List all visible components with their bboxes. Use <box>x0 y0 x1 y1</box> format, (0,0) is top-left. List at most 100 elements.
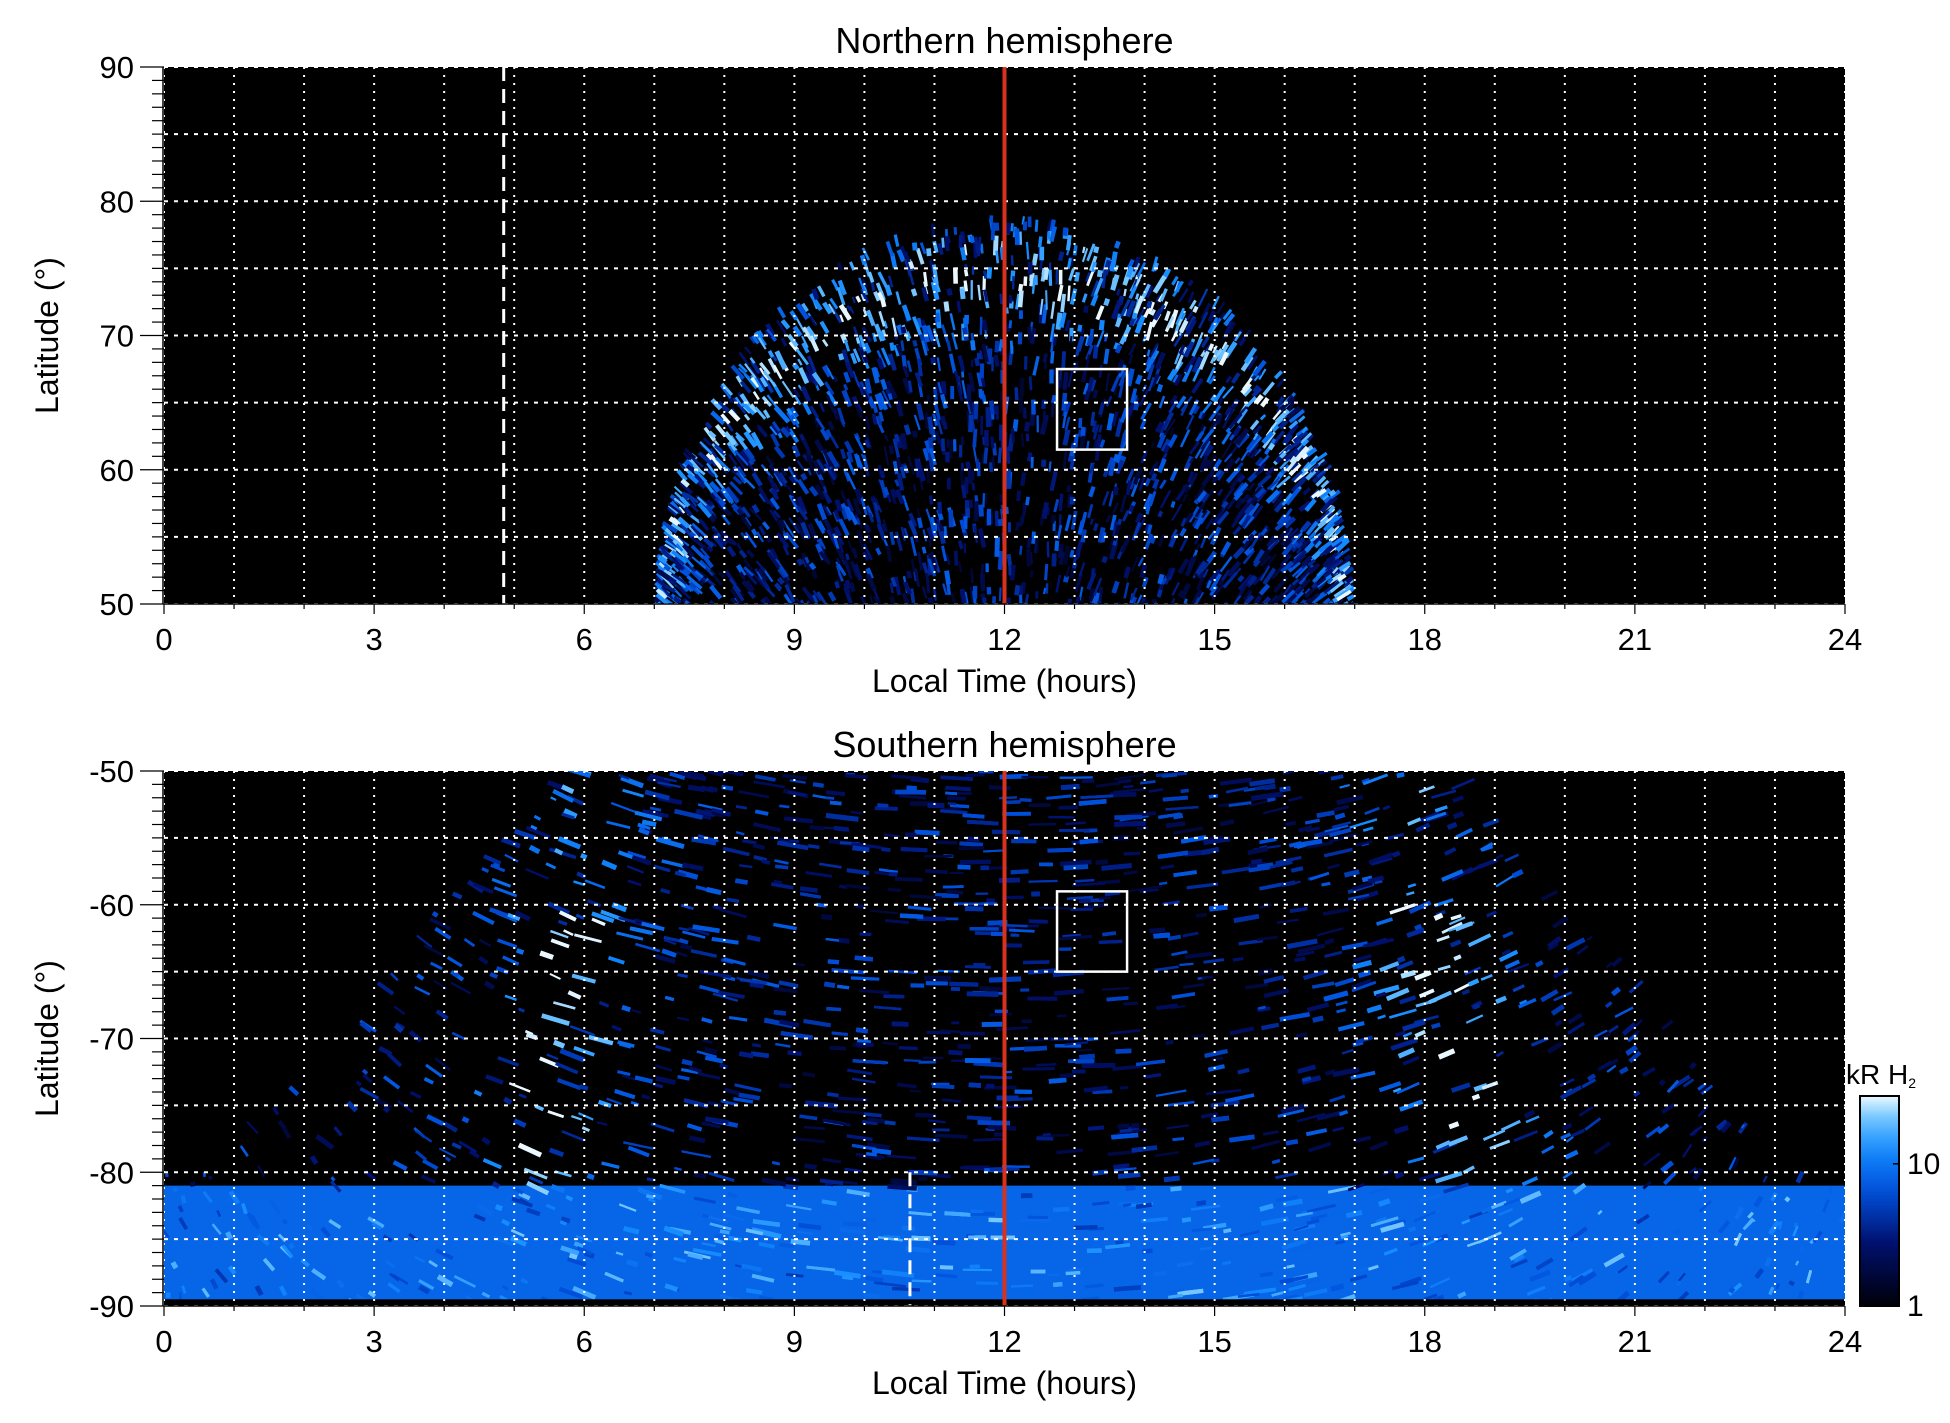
emission-streak <box>928 1173 951 1179</box>
emission-streak <box>940 381 947 396</box>
emission-streak <box>1247 574 1258 586</box>
emission-streak <box>429 917 452 931</box>
emission-streak <box>908 512 918 528</box>
emission-streak <box>741 401 756 416</box>
emission-streak <box>827 1092 839 1098</box>
emission-streak <box>1181 1217 1192 1223</box>
emission-streak <box>921 286 930 302</box>
emission-streak <box>801 335 809 349</box>
emission-streak <box>1290 461 1299 471</box>
emission-streak <box>1660 1160 1674 1173</box>
emission-streak <box>558 919 568 926</box>
emission-streak <box>1304 540 1316 553</box>
emission-streak <box>684 507 693 517</box>
emission-streak <box>468 1149 480 1159</box>
emission-streak <box>1676 1280 1682 1287</box>
emission-streak <box>383 1075 401 1090</box>
emission-streak <box>910 288 918 297</box>
emission-streak <box>738 571 746 580</box>
emission-streak <box>1098 319 1105 331</box>
emission-streak <box>1635 1213 1650 1225</box>
emission-streak <box>710 540 718 548</box>
emission-streak <box>1547 942 1559 951</box>
emission-streak <box>1323 514 1339 532</box>
emission-streak <box>1358 970 1372 979</box>
emission-streak <box>1278 419 1289 430</box>
emission-streak <box>1464 966 1481 976</box>
emission-streak <box>1507 963 1530 973</box>
emission-streak <box>891 317 898 335</box>
emission-streak <box>774 582 783 591</box>
emission-streak <box>789 779 806 784</box>
emission-streak <box>1224 406 1233 417</box>
emission-streak <box>792 387 801 398</box>
emission-streak <box>983 289 989 303</box>
emission-streak <box>1057 284 1064 302</box>
emission-streak <box>722 846 750 857</box>
emission-streak <box>821 1199 837 1206</box>
emission-streak <box>800 472 808 481</box>
emission-streak <box>863 342 872 354</box>
emission-streak <box>1452 811 1465 820</box>
emission-streak <box>510 1236 527 1247</box>
emission-streak <box>804 371 813 383</box>
emission-streak <box>1075 347 1081 357</box>
emission-streak <box>1102 931 1117 937</box>
emission-streak <box>557 836 581 850</box>
emission-streak <box>1020 433 1025 447</box>
emission-streak <box>1332 559 1344 569</box>
emission-streak <box>735 831 745 836</box>
emission-streak <box>1564 1088 1573 1095</box>
emission-streak <box>451 1142 462 1150</box>
emission-streak <box>1140 402 1153 421</box>
emission-streak <box>214 1268 229 1284</box>
emission-streak <box>1167 433 1178 448</box>
emission-streak <box>1234 330 1242 342</box>
emission-streak <box>670 506 680 515</box>
emission-streak <box>1683 1078 1695 1088</box>
emission-streak <box>1465 1014 1484 1024</box>
emission-streak <box>782 602 787 604</box>
emission-streak <box>896 1082 917 1089</box>
emission-streak <box>684 600 692 604</box>
emission-streak <box>690 569 703 582</box>
emission-streak <box>706 462 719 479</box>
emission-streak <box>704 1047 718 1055</box>
emission-streak <box>959 288 966 300</box>
emission-streak <box>941 237 945 248</box>
emission-streak <box>681 491 690 501</box>
emission-streak <box>1219 556 1233 573</box>
emission-streak <box>513 1118 527 1128</box>
emission-streak <box>1554 1019 1563 1027</box>
emission-streak <box>1406 927 1425 938</box>
emission-streak <box>1023 960 1050 965</box>
emission-streak <box>1110 375 1121 393</box>
emission-streak <box>1297 415 1306 423</box>
emission-streak <box>925 464 931 484</box>
emission-streak <box>1181 493 1189 503</box>
emission-streak <box>1081 293 1088 303</box>
emission-streak <box>686 500 700 513</box>
emission-streak <box>742 423 752 434</box>
emission-streak <box>1343 581 1351 589</box>
emission-streak <box>1049 226 1058 242</box>
emission-streak <box>1200 492 1210 503</box>
emission-streak <box>1291 578 1300 586</box>
emission-streak <box>758 525 766 536</box>
emission-streak <box>1246 482 1256 492</box>
emission-streak <box>721 467 728 475</box>
emission-streak <box>1009 564 1016 581</box>
emission-streak <box>1333 588 1346 599</box>
emission-streak <box>1535 960 1544 968</box>
emission-streak <box>902 365 910 378</box>
emission-streak <box>1216 301 1226 315</box>
emission-streak <box>756 424 766 434</box>
emission-streak <box>1026 536 1033 549</box>
emission-streak <box>664 527 673 536</box>
emission-streak <box>965 773 985 777</box>
emission-streak <box>873 291 881 302</box>
emission-streak <box>897 435 907 450</box>
emission-streak <box>1236 408 1249 424</box>
emission-streak <box>1190 589 1203 604</box>
emission-streak <box>1065 821 1086 826</box>
